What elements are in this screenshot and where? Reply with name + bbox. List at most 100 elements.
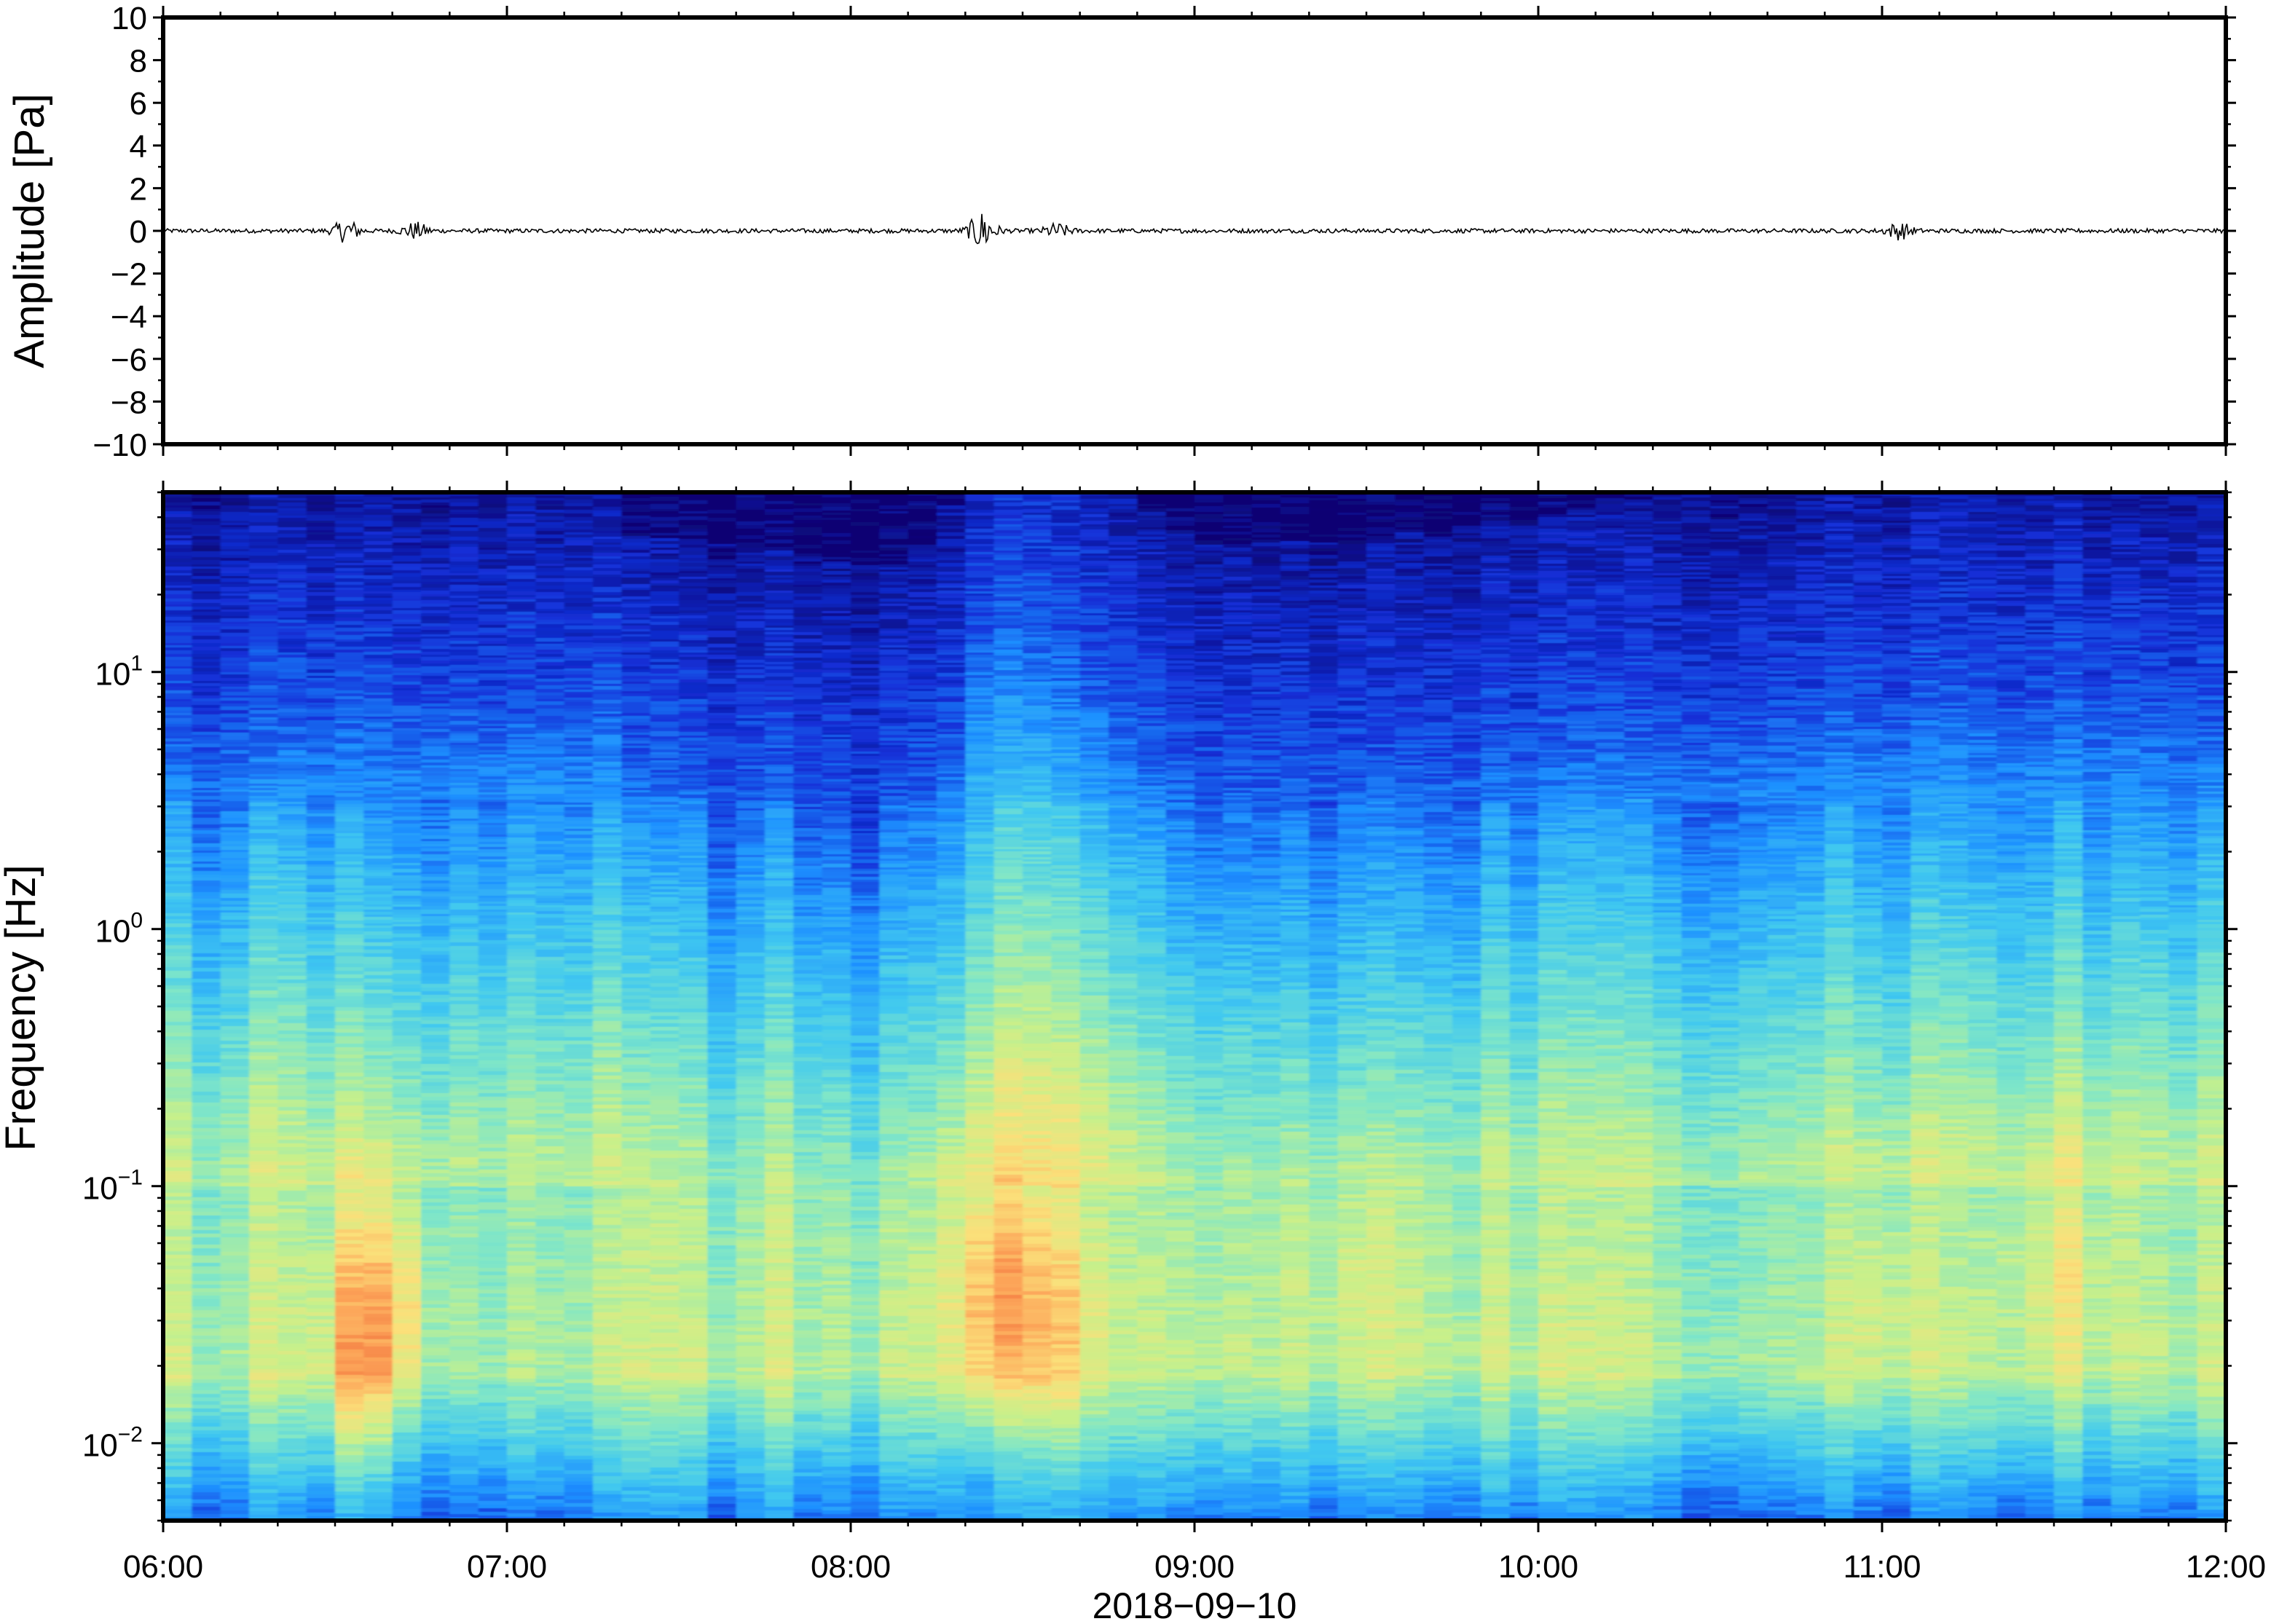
spectrogram-cell [564, 1390, 594, 1395]
spectrogram-cell [479, 1042, 508, 1046]
spectrogram-cell [393, 1025, 422, 1029]
spectrogram-cell [421, 1049, 450, 1054]
spectrogram-cell [421, 832, 450, 836]
spectrogram-cell [307, 1374, 336, 1379]
spectrogram-cell [393, 1068, 422, 1073]
spectrogram-cell [507, 1055, 536, 1059]
spectrogram-cell [393, 1050, 422, 1055]
spectrogram-cell [249, 1183, 278, 1188]
spectrogram-cell [163, 715, 192, 719]
spectrogram-cell [479, 565, 508, 569]
spectrogram-cell [507, 810, 536, 813]
spectrogram-cell [249, 1322, 278, 1326]
spectrogram-cell [192, 1132, 221, 1136]
spectrogram-cell [535, 950, 564, 954]
spectrogram-cell [393, 1432, 422, 1437]
spectrogram-cell [393, 1294, 422, 1298]
spectrogram-cell [278, 808, 307, 812]
spectrogram-cell [249, 1515, 278, 1519]
spectrogram-cell [479, 831, 508, 835]
spectrogram-cell [163, 588, 192, 591]
spectrogram-cell [307, 1312, 336, 1317]
spectrogram-cell [393, 977, 422, 982]
spectrogram-cell [393, 1247, 422, 1251]
spectrogram-cell [393, 835, 422, 839]
spectrogram-cell [449, 788, 479, 792]
spectrogram-cell [307, 742, 336, 746]
spectrogram-cell [393, 878, 422, 881]
spectrogram-cell [535, 720, 564, 724]
spectrogram-cell [564, 1430, 594, 1435]
spectrogram-cell [564, 971, 594, 976]
spectrogram-cell [507, 1240, 536, 1245]
spectrogram-cell [479, 717, 508, 721]
spectrogram-cell [192, 711, 221, 715]
spectrogram-cell [278, 550, 307, 553]
spectrogram-cell [221, 1077, 250, 1081]
spectrogram-cell [535, 1467, 564, 1471]
spectrogram-cell [479, 1341, 508, 1345]
spectrogram-cell [421, 1089, 450, 1094]
y-tick-label: −10 [93, 427, 147, 463]
spectrogram-cell [363, 607, 393, 611]
spectrogram-cell [249, 1504, 278, 1508]
spectrogram-cell [393, 1465, 422, 1470]
spectrogram-cell [192, 1383, 221, 1387]
spectrogram-cell [421, 951, 450, 955]
spectrogram-cell [249, 1482, 278, 1486]
spectrogram-cell [421, 519, 450, 523]
spectrogram-cell [535, 782, 564, 786]
spectrogram-cell [535, 1277, 564, 1282]
spectrogram-cell [278, 1132, 307, 1137]
spectrogram-cell [393, 564, 422, 567]
spectrogram-cell [307, 1265, 336, 1269]
spectrogram-cell [393, 872, 422, 876]
spectrogram-cell [479, 602, 508, 605]
spectrogram-cell [363, 579, 393, 583]
spectrogram-cell [278, 1344, 307, 1348]
spectrogram-cell [507, 1025, 536, 1030]
spectrogram-cell [221, 1285, 250, 1289]
spectrogram-cell [249, 1507, 278, 1512]
spectrogram-cell [479, 870, 508, 874]
spectrogram-cell [363, 1073, 393, 1078]
spectrogram-cell [593, 1006, 622, 1011]
spectrogram-cell [163, 1280, 192, 1285]
spectrogram-cell [163, 1440, 192, 1445]
spectrogram-cell [278, 908, 307, 912]
spectrogram-cell [535, 1245, 564, 1249]
spectrogram-cell [163, 674, 192, 679]
spectrogram-cell [449, 607, 479, 612]
spectrogram-cell [335, 614, 364, 618]
spectrogram-cell [393, 506, 422, 510]
spectrogram-cell [593, 501, 622, 505]
spectrogram-cell [421, 736, 450, 739]
spectrogram-cell [249, 750, 278, 754]
spectrogram-cell [192, 554, 221, 558]
spectrogram-cell [449, 1285, 479, 1289]
spectrogram-cell [221, 771, 250, 775]
spectrogram-cell [535, 1481, 564, 1486]
spectrogram-cell [278, 518, 307, 522]
spectrogram-cell [479, 516, 508, 519]
spectrogram-cell [335, 1342, 364, 1347]
spectrogram-cell [479, 1465, 508, 1469]
spectrogram-cell [221, 1310, 250, 1314]
spectrogram-cell [221, 1321, 250, 1325]
spectrogram-cell [307, 630, 336, 634]
spectrogram-cell [335, 1102, 364, 1106]
spectrogram-cell [335, 1229, 364, 1234]
spectrogram-cell [163, 1328, 192, 1332]
spectrogram-cell [421, 1126, 450, 1130]
spectrogram-cell [221, 901, 250, 905]
spectrogram-cell [278, 1300, 307, 1304]
spectrogram-cell [221, 1299, 250, 1304]
spectrogram-cell [335, 985, 364, 990]
spectrogram-cell [221, 808, 250, 812]
spectrogram-cell [363, 794, 393, 798]
spectrogram-cell [335, 989, 364, 993]
spectrogram-cell [449, 765, 479, 770]
spectrogram-cell [278, 770, 307, 775]
spectrogram-cell [221, 986, 250, 990]
spectrogram-cell [363, 939, 393, 943]
